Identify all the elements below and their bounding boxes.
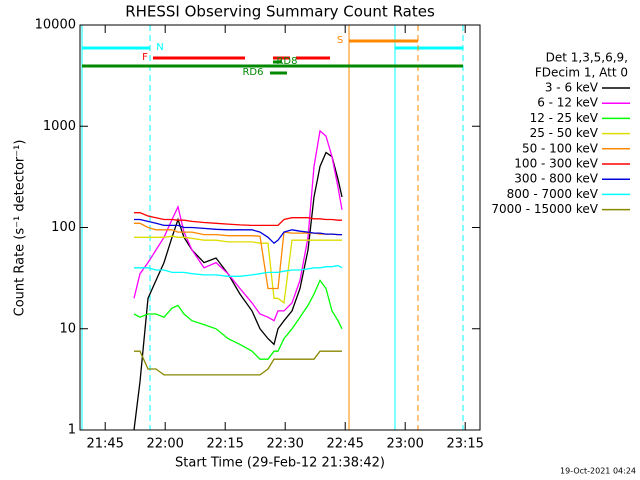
y-tick-label: 10000 xyxy=(35,18,76,33)
x-tick-label: 22:00 xyxy=(146,437,183,452)
legend-label: 12 - 25 keV xyxy=(530,111,599,125)
y-tick-label: 100 xyxy=(51,220,76,235)
legend-label: 6 - 12 keV xyxy=(537,96,599,110)
series-line xyxy=(134,264,343,277)
legend-label: 3 - 6 keV xyxy=(545,81,599,95)
y-axis-label: Count Rate (s⁻¹ detector⁻¹) xyxy=(13,140,28,317)
legend-label: 7000 - 15000 keV xyxy=(491,202,598,216)
legend-label: 100 - 300 keV xyxy=(514,157,598,171)
series-line xyxy=(134,218,342,245)
legend-label: 300 - 800 keV xyxy=(514,172,598,186)
x-tick-label: 22:30 xyxy=(266,437,303,452)
legend-label: 50 - 100 keV xyxy=(522,141,599,155)
x-tick-label: 23:00 xyxy=(386,437,423,452)
interval-label: RD6 xyxy=(242,67,263,78)
interval-label: N xyxy=(156,42,163,53)
x-tick-label: 22:15 xyxy=(206,437,243,452)
x-axis-label: Start Time (29-Feb-12 21:38:42) xyxy=(175,456,385,471)
y-tick-label: 10 xyxy=(59,321,76,336)
y-tick-label: 1000 xyxy=(43,119,76,134)
x-tick-label: 23:15 xyxy=(446,437,483,452)
legend-label: 800 - 7000 keV xyxy=(507,187,599,201)
interval-label: RD8 xyxy=(276,56,297,67)
series-line xyxy=(133,129,343,322)
legend-header: Det 1,3,5,6,9, xyxy=(546,51,628,65)
series-line xyxy=(133,279,343,360)
chart-title: RHESSI Observing Summary Count Rates xyxy=(125,3,435,21)
series-line xyxy=(134,350,342,376)
x-tick-label: 21:45 xyxy=(86,437,123,452)
interval-label: F xyxy=(142,52,148,63)
legend-label: 25 - 50 keV xyxy=(530,126,599,140)
footer-date: 19-Oct-2021 04:24 xyxy=(560,467,636,476)
legend-header: FDecim 1, Att 0 xyxy=(535,66,628,80)
series-line xyxy=(133,151,343,431)
x-tick-label: 22:45 xyxy=(326,437,363,452)
interval-label: S xyxy=(337,35,343,46)
y-tick-label: 1 xyxy=(68,423,76,438)
series-line xyxy=(134,235,342,305)
series-line xyxy=(134,212,342,227)
